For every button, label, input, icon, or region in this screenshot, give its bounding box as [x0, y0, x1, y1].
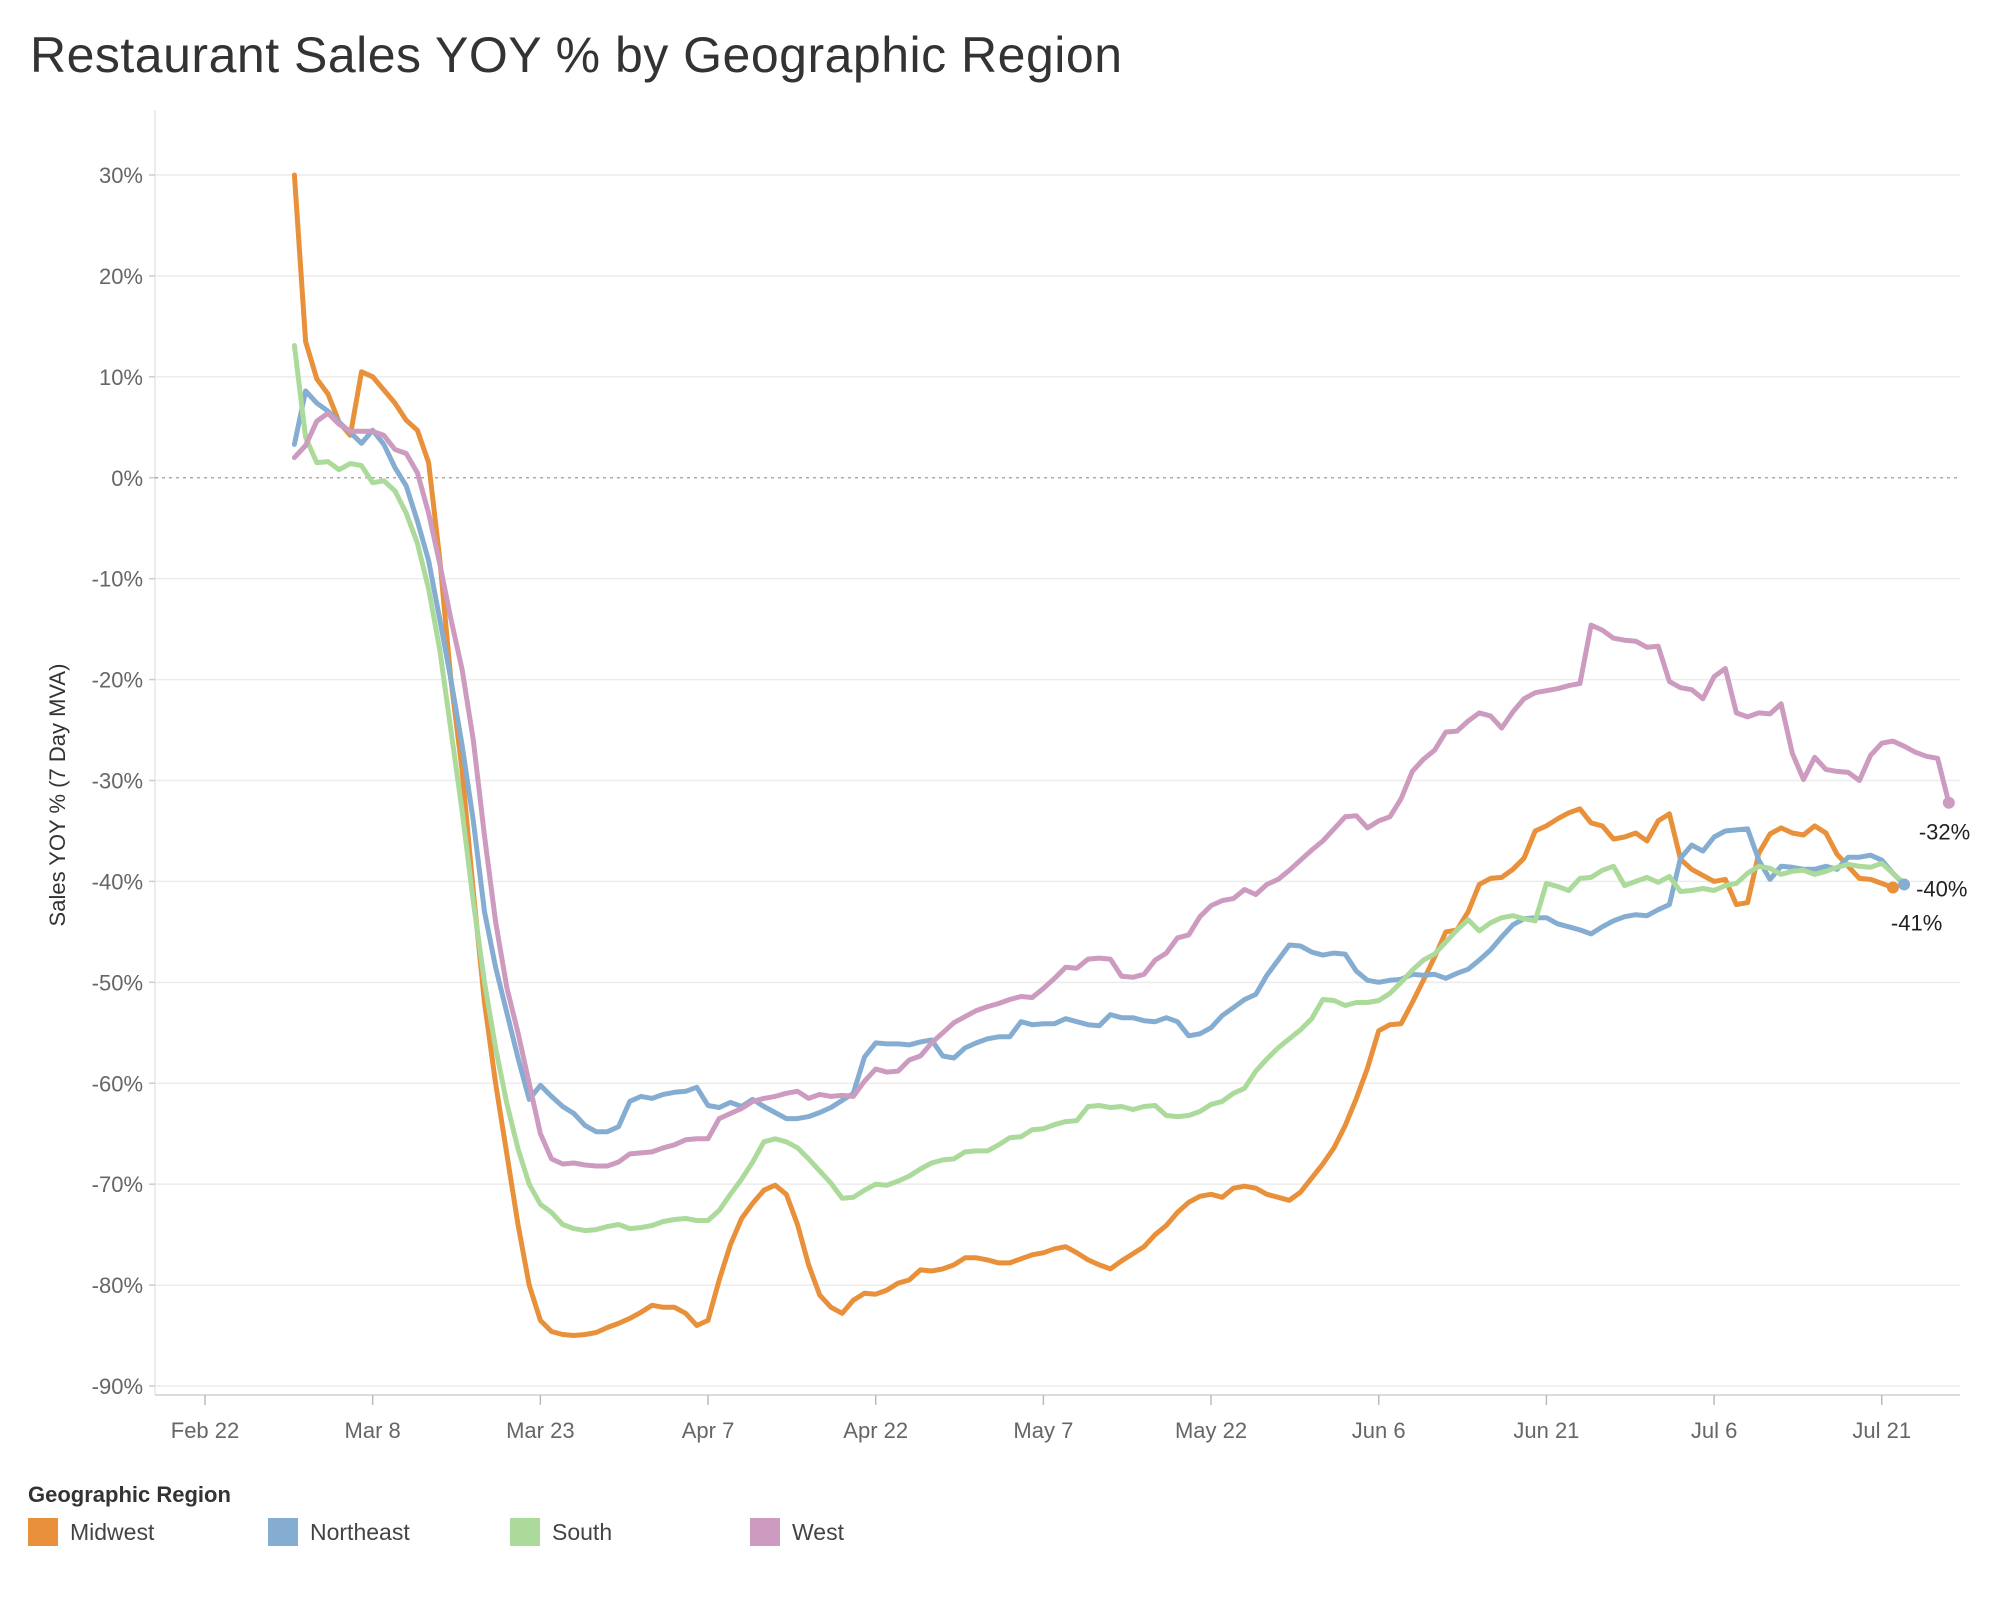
series-line-midwest [291, 172, 1896, 1338]
y-tick-label: -40% [92, 869, 143, 894]
chart-title: Restaurant Sales YOY % by Geographic Reg… [30, 27, 1123, 83]
y-tick-label: 10% [99, 365, 143, 390]
x-tick-label: May 22 [1175, 1418, 1247, 1443]
gridlines [154, 110, 1960, 1395]
x-tick-label: Mar 8 [345, 1418, 401, 1443]
y-tick-label: 20% [99, 264, 143, 289]
series-lines [291, 172, 1952, 1338]
y-tick-label: -50% [92, 970, 143, 995]
x-tick-label: Jun 6 [1352, 1418, 1406, 1443]
end-labels: -32% -40% -41% [1886, 796, 1970, 935]
legend-swatch [268, 1518, 298, 1546]
legend-item-west[interactable]: West [750, 1518, 844, 1546]
end-label-west: -32% [1919, 820, 1970, 845]
legend-swatch [750, 1518, 780, 1546]
end-marker-midwest [1886, 881, 1899, 894]
end-marker-northeast [1898, 878, 1911, 891]
y-tick-label: -90% [92, 1374, 143, 1399]
y-axis-title: Sales YOY % (7 Day MVA) [45, 664, 70, 927]
x-tick-label: Feb 22 [171, 1418, 240, 1443]
x-tick-label: Apr 7 [682, 1418, 735, 1443]
legend-item-midwest[interactable]: Midwest [28, 1518, 154, 1546]
legend-label: Northeast [310, 1518, 410, 1545]
legend-swatch [28, 1518, 58, 1546]
legend-swatch [510, 1518, 540, 1546]
y-tick-label: -80% [92, 1273, 143, 1298]
x-tick-label: Jun 21 [1513, 1418, 1579, 1443]
end-label-midwest: -41% [1891, 910, 1942, 935]
y-tick-label: -70% [92, 1172, 143, 1197]
x-tick-label: Jul 6 [1691, 1418, 1737, 1443]
legend-item-northeast[interactable]: Northeast [268, 1518, 410, 1546]
y-tick-label: -30% [92, 769, 143, 794]
legend: Geographic Region Midwest Northeast Sout… [28, 1482, 1028, 1548]
legend-items: Midwest Northeast South West [28, 1518, 1028, 1548]
axes: 30% 20% 10% 0% -10% -20% -30% -40% -50% -60% -70% -… [92, 163, 1960, 1443]
series-line-south [291, 343, 1907, 1234]
end-label-northeast: -40% [1916, 876, 1967, 901]
y-tick-label: -10% [92, 567, 143, 592]
x-tick-label: May 7 [1013, 1418, 1073, 1443]
y-tick-label: 0% [111, 466, 143, 491]
series-line-northeast [291, 388, 1907, 1135]
y-tick-label: -20% [92, 668, 143, 693]
legend-item-south[interactable]: South [510, 1518, 612, 1546]
x-tick-label: Mar 23 [506, 1418, 574, 1443]
x-tick-label: Apr 22 [843, 1418, 908, 1443]
y-tick-label: 30% [99, 163, 143, 188]
end-marker-west [1942, 796, 1955, 809]
series-line-west [291, 410, 1952, 1169]
legend-label: West [792, 1518, 844, 1545]
legend-title: Geographic Region [28, 1482, 231, 1507]
y-tick-label: -60% [92, 1071, 143, 1096]
legend-label: Midwest [70, 1518, 155, 1545]
x-tick-label: Jul 21 [1852, 1418, 1911, 1443]
legend-label: South [552, 1518, 613, 1545]
